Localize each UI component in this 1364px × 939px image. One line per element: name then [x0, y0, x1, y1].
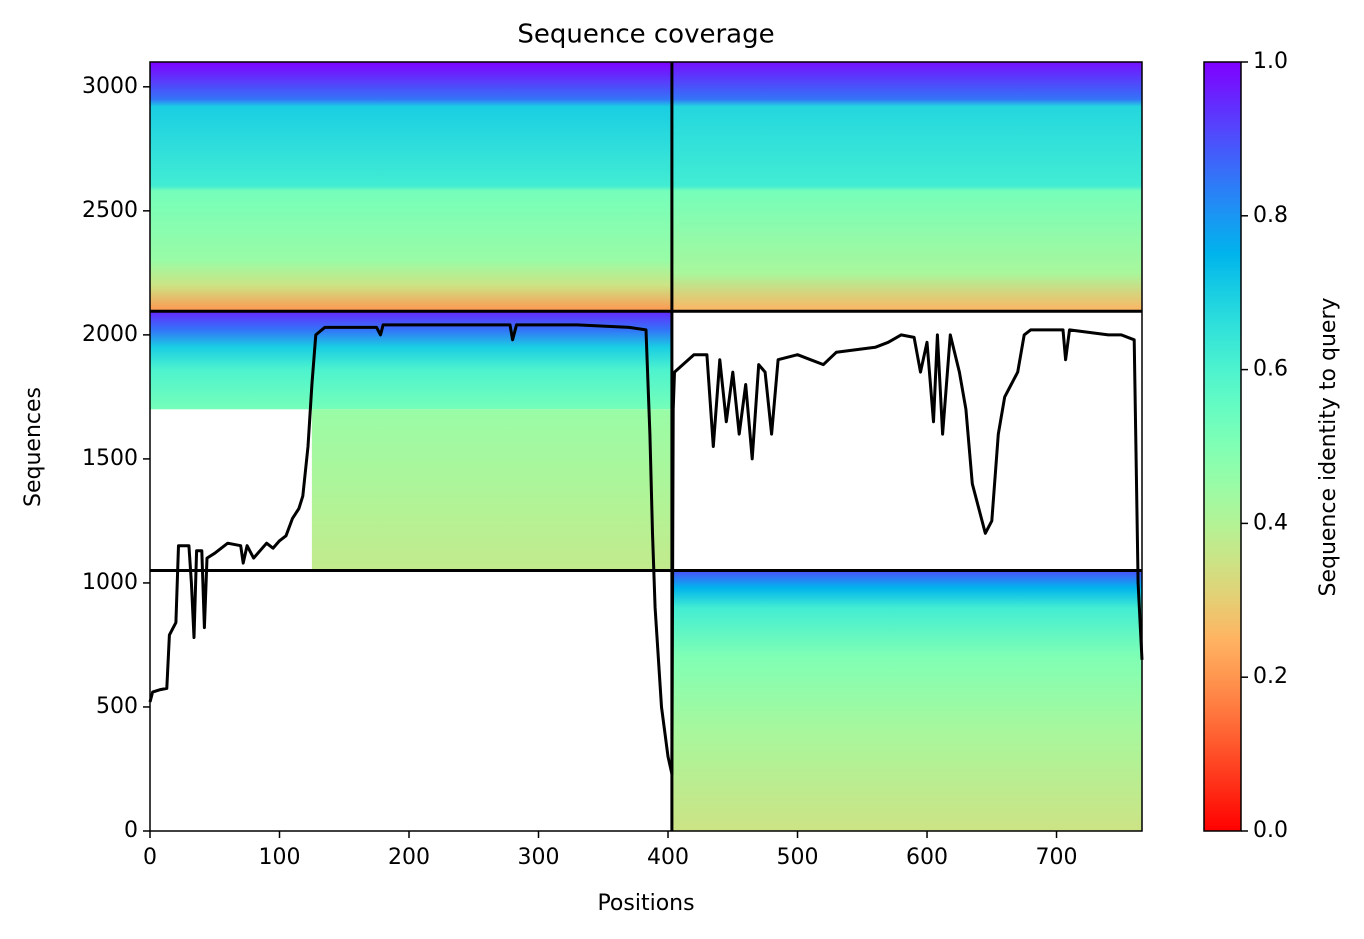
x-tick-label: 700: [1036, 845, 1078, 870]
x-tick-label: 200: [388, 845, 430, 870]
x-tick-label: 100: [259, 845, 301, 870]
msa-block: [150, 62, 672, 312]
y-tick-label: 0: [124, 818, 138, 843]
colorbar-tick-label: 0.8: [1253, 203, 1288, 228]
msa-block: [150, 311, 672, 410]
msa-block: [671, 570, 1142, 831]
colorbar-tick-label: 0.4: [1253, 510, 1288, 535]
msa-block: [311, 409, 672, 571]
colorbar-tick-label: 0.0: [1253, 818, 1288, 843]
x-tick-label: 400: [647, 845, 689, 870]
y-tick-label: 500: [96, 694, 138, 719]
y-tick-label: 1000: [82, 570, 138, 595]
colorbar-tick-label: 1.0: [1253, 49, 1288, 74]
msa-block: [671, 62, 1142, 312]
x-axis-label: Positions: [597, 891, 694, 916]
y-tick-label: 3000: [82, 74, 138, 99]
y-tick-label: 2000: [82, 322, 138, 347]
chart-title: Sequence coverage: [517, 20, 774, 50]
colorbar: [1203, 61, 1242, 832]
coverage-line: [148, 323, 1144, 776]
x-tick-label: 300: [518, 845, 560, 870]
colorbar-label: Sequence identity to query: [1316, 297, 1341, 596]
y-tick-label: 2500: [82, 198, 138, 223]
y-axis-label: Sequences: [21, 387, 46, 507]
y-tick-label: 1500: [82, 446, 138, 471]
colorbar-tick-label: 0.2: [1253, 664, 1288, 689]
plot-frame: [149, 61, 1143, 832]
x-tick-label: 500: [777, 845, 819, 870]
x-tick-label: 0: [143, 845, 157, 870]
x-tick-label: 600: [906, 845, 948, 870]
colorbar-tick-label: 0.6: [1253, 357, 1288, 382]
